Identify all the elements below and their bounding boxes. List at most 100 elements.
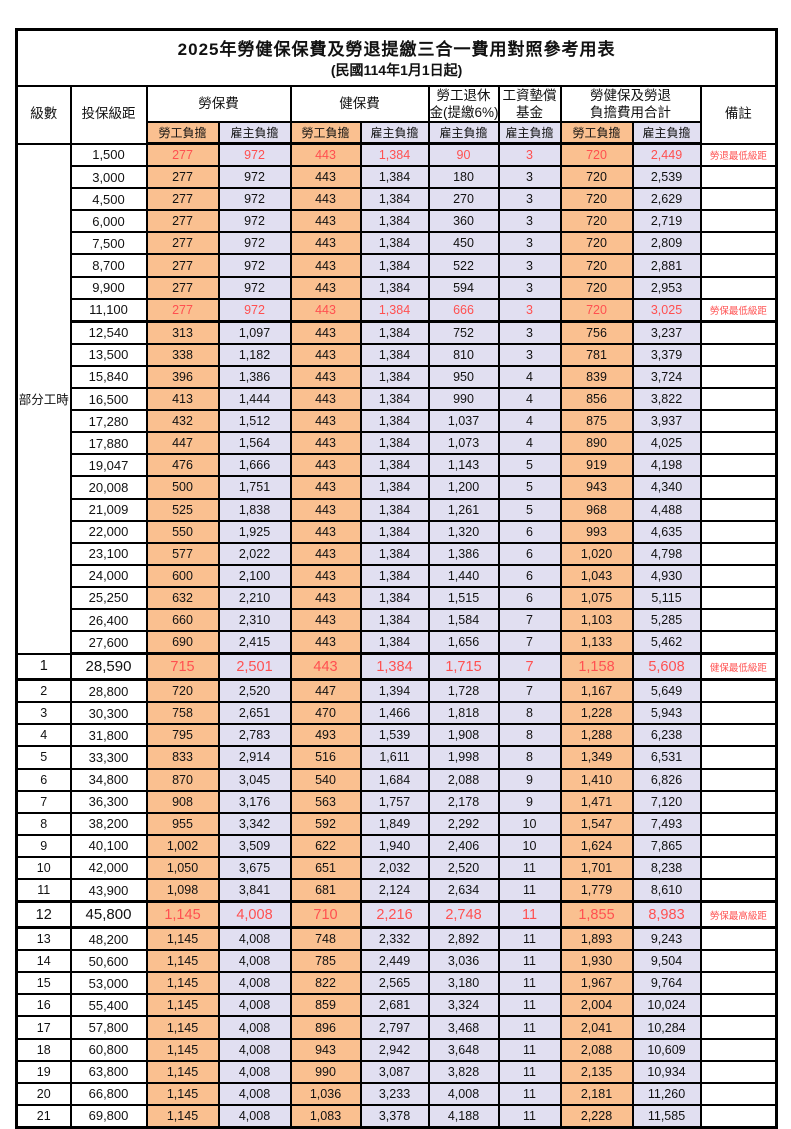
value-cell: 3,828 (427, 1059, 500, 1084)
value-cell: 3 (497, 165, 562, 190)
value-cell: 3,045 (217, 767, 292, 792)
salary-bracket-cell: 6,000 (69, 209, 148, 234)
title-cell: 2025年勞健保保費及勞退提繳三合一費用對照參考用表 (民國114年1月1日起) (15, 28, 778, 87)
value-cell: 443 (289, 320, 362, 345)
value-cell: 4,008 (217, 1015, 292, 1040)
note-cell (699, 1015, 778, 1040)
value-cell: 3,378 (359, 1103, 430, 1129)
value-cell: 2,565 (359, 971, 430, 996)
value-cell: 1,611 (359, 745, 430, 770)
value-cell: 1,145 (145, 993, 220, 1018)
value-cell: 715 (145, 652, 220, 682)
value-cell: 1,666 (217, 453, 292, 478)
value-cell: 870 (145, 767, 220, 792)
value-cell: 2,520 (427, 855, 500, 881)
value-cell: 720 (559, 187, 634, 212)
table-row: 6,000 277 972 443 1,384 360 3 720 2,719 (17, 209, 778, 234)
table-row: 23,100 577 2,022 443 1,384 1,386 6 1,020 4,798 (17, 541, 778, 566)
value-cell: 2,953 (631, 275, 702, 300)
value-cell: 7 (497, 607, 562, 633)
value-cell: 1,855 (559, 900, 634, 930)
value-cell: 1,320 (427, 519, 500, 544)
level-cell: 9 (15, 833, 72, 858)
salary-bracket-cell: 20,008 (69, 475, 148, 500)
value-cell: 2,501 (217, 652, 292, 682)
note-cell (699, 475, 778, 500)
level-cell: 12 (15, 900, 72, 930)
note-cell (699, 767, 778, 792)
value-cell: 6,826 (631, 767, 702, 792)
value-cell: 2,041 (559, 1015, 634, 1040)
value-cell: 1,967 (559, 971, 634, 996)
table-row: 16 55,400 1,145 4,008 859 2,681 3,324 11 2,004 10… (15, 993, 778, 1018)
value-cell: 443 (289, 453, 362, 478)
value-cell: 8,983 (631, 900, 702, 930)
note-cell (699, 971, 778, 996)
value-cell: 955 (145, 811, 220, 836)
value-cell: 1,757 (359, 789, 430, 814)
value-cell: 720 (145, 678, 220, 704)
value-cell: 1,384 (359, 541, 430, 566)
value-cell: 4,008 (217, 949, 292, 974)
value-cell: 11 (497, 878, 562, 904)
salary-bracket-cell: 45,800 (69, 900, 148, 930)
value-cell: 443 (289, 519, 362, 544)
note-cell (699, 187, 778, 212)
value-cell: 4,340 (631, 475, 702, 500)
note-cell (699, 833, 778, 858)
value-cell: 2,406 (427, 833, 500, 858)
value-cell: 5 (497, 475, 562, 500)
salary-bracket-cell: 53,000 (69, 971, 148, 996)
value-cell: 443 (289, 497, 362, 522)
col-header-pension: 勞工退休 金(提繳6%) (427, 85, 500, 123)
value-cell: 5,462 (631, 630, 702, 656)
value-cell: 720 (559, 231, 634, 256)
value-cell: 5,649 (631, 678, 702, 704)
value-cell: 3,675 (217, 855, 292, 881)
value-cell: 720 (559, 165, 634, 190)
value-cell: 1,145 (145, 1081, 220, 1106)
value-cell: 1,818 (427, 701, 500, 726)
salary-bracket-cell: 43,900 (69, 878, 148, 904)
value-cell: 5,115 (631, 585, 702, 610)
value-cell: 1,893 (559, 926, 634, 952)
value-cell: 1,384 (359, 387, 430, 412)
value-cell: 10,024 (631, 993, 702, 1018)
level-cell: 15 (15, 971, 72, 996)
table-row: 8,700 277 972 443 1,384 522 3 720 2,881 (17, 253, 778, 278)
value-cell: 1,349 (559, 745, 634, 770)
table-row: 16,500 413 1,444 443 1,384 990 4 856 3,822 (17, 387, 778, 412)
value-cell: 10 (497, 833, 562, 858)
value-cell: 1,908 (427, 723, 500, 748)
salary-bracket-cell: 13,500 (69, 342, 148, 367)
level-cell: 5 (15, 745, 72, 770)
subheader-total-employer: 雇主負擔 (631, 121, 702, 145)
value-cell: 277 (145, 209, 220, 234)
note-cell (699, 811, 778, 836)
value-cell: 443 (289, 253, 362, 278)
value-cell: 1,200 (427, 475, 500, 500)
table-row: 26,400 660 2,310 443 1,384 1,584 7 1,103 5,285 (17, 607, 778, 633)
value-cell: 1,145 (145, 1037, 220, 1062)
value-cell: 4,025 (631, 431, 702, 456)
value-cell: 5,943 (631, 701, 702, 726)
value-cell: 443 (289, 652, 362, 682)
value-cell: 6 (497, 585, 562, 610)
note-cell (699, 585, 778, 610)
value-cell: 1,145 (145, 1015, 220, 1040)
salary-bracket-cell: 26,400 (69, 607, 148, 633)
value-cell: 594 (427, 275, 500, 300)
subheader-total-employee: 勞工負擔 (559, 121, 634, 145)
value-cell: 972 (217, 187, 292, 212)
note-cell (699, 630, 778, 656)
table-row: 11,100 277 972 443 1,384 666 3 720 3,025 勞保最低級距 (17, 297, 778, 323)
table-row: 21 69,800 1,145 4,008 1,083 3,378 4,188 11 2,228… (15, 1103, 778, 1129)
value-cell: 3 (497, 342, 562, 367)
value-cell: 2,216 (359, 900, 430, 930)
salary-bracket-cell: 25,250 (69, 585, 148, 610)
value-cell: 1,384 (359, 187, 430, 212)
value-cell: 1,384 (359, 585, 430, 610)
value-cell: 1,145 (145, 1059, 220, 1084)
value-cell: 4,930 (631, 563, 702, 588)
value-cell: 5,608 (631, 652, 702, 682)
